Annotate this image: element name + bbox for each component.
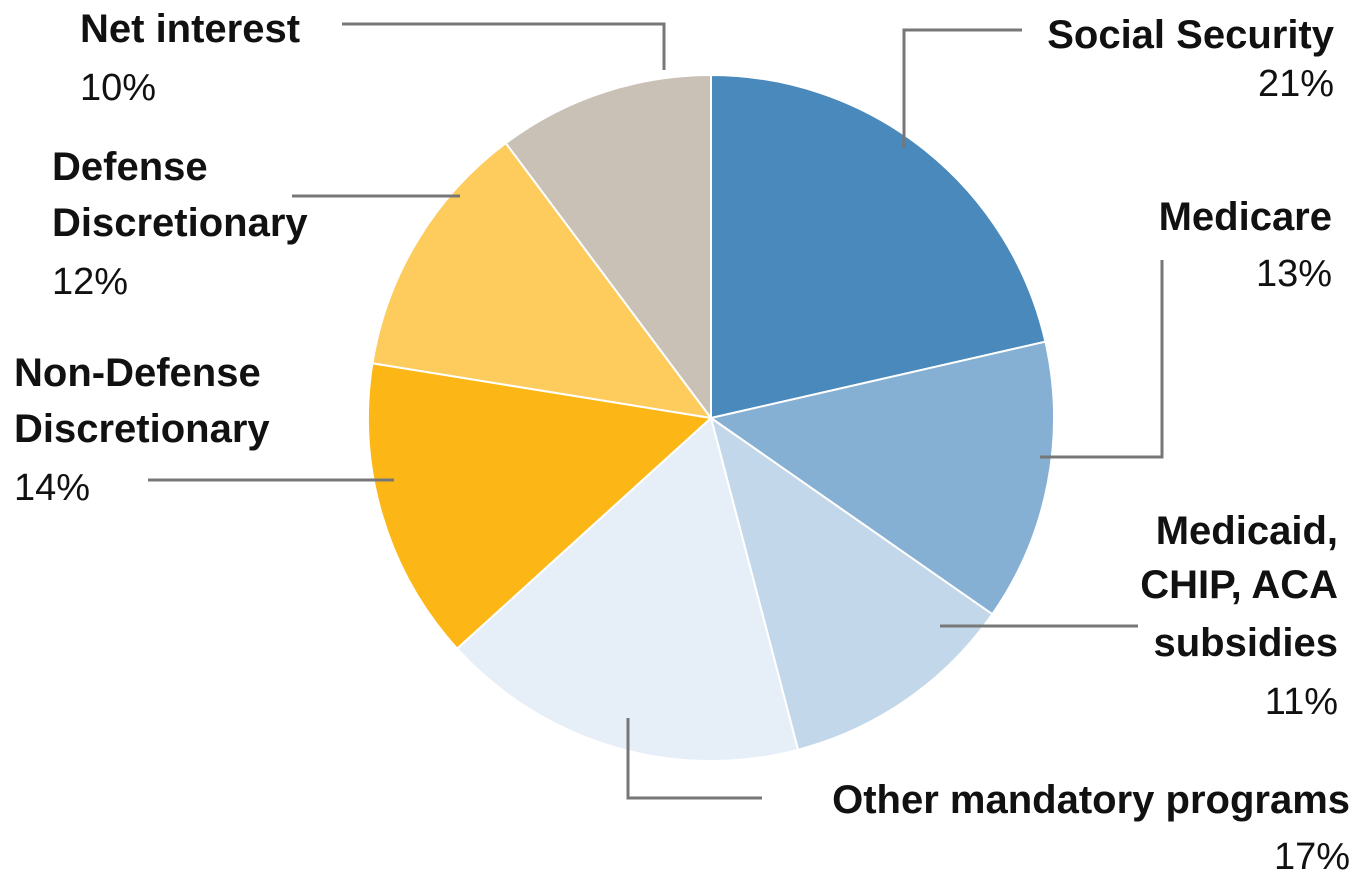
leader-line-social-security (902, 28, 1022, 148)
slice-label-medicaid-chip-aca-subsidies: CHIP, ACA (1140, 563, 1338, 607)
pie-slice-medicaid-chip-aca-subsidies (709, 415, 994, 752)
slice-label-defense-discretionary: Discretionary (52, 201, 308, 245)
slice-labels: Social Security 21% Medicare 13% Medicaid, CH… (14, 7, 1350, 872)
leader-lines (148, 22, 1164, 800)
pie-slice-non-defense-discretionary (367, 362, 714, 651)
leader-line-net-interest (342, 22, 666, 70)
slice-percent-social-security: 21% (1258, 63, 1334, 105)
pie-slice-medicare (708, 340, 1055, 616)
leader-line-medicare (1040, 260, 1164, 459)
slice-label-medicaid-chip-aca-subsidies: Medicaid, (1156, 509, 1338, 553)
slice-label-non-defense-discretionary: Non-Defense (14, 351, 261, 395)
slice-percent-other-mandatory-programs: 17% (1274, 836, 1350, 872)
slice-percent-net-interest: 10% (80, 67, 156, 109)
pie-slice-net-interest (504, 73, 712, 422)
pie-slice-other-mandatory-programs (455, 416, 800, 762)
slice-label-net-interest: Net interest (80, 7, 300, 51)
slice-label-non-defense-discretionary: Discretionary (14, 407, 270, 451)
pie-slices (367, 73, 1055, 762)
leader-line-other-mandatory-programs (626, 718, 762, 800)
slice-label-medicaid-chip-aca-subsidies: subsidies (1153, 621, 1338, 665)
slice-percent-non-defense-discretionary: 14% (14, 467, 90, 509)
slice-percent-medicare: 13% (1256, 253, 1332, 295)
pie-slice-social-security (710, 73, 1047, 420)
slice-label-medicare: Medicare (1159, 195, 1332, 239)
pie-slice-defense-discretionary (371, 141, 714, 420)
slice-label-defense-discretionary: Defense (52, 145, 208, 189)
slice-label-social-security: Social Security (1047, 13, 1335, 57)
slice-percent-medicaid-chip-aca-subsidies: 11% (1265, 681, 1338, 723)
slice-percent-defense-discretionary: 12% (52, 261, 128, 303)
slice-label-other-mandatory-programs: Other mandatory programs (832, 778, 1350, 822)
